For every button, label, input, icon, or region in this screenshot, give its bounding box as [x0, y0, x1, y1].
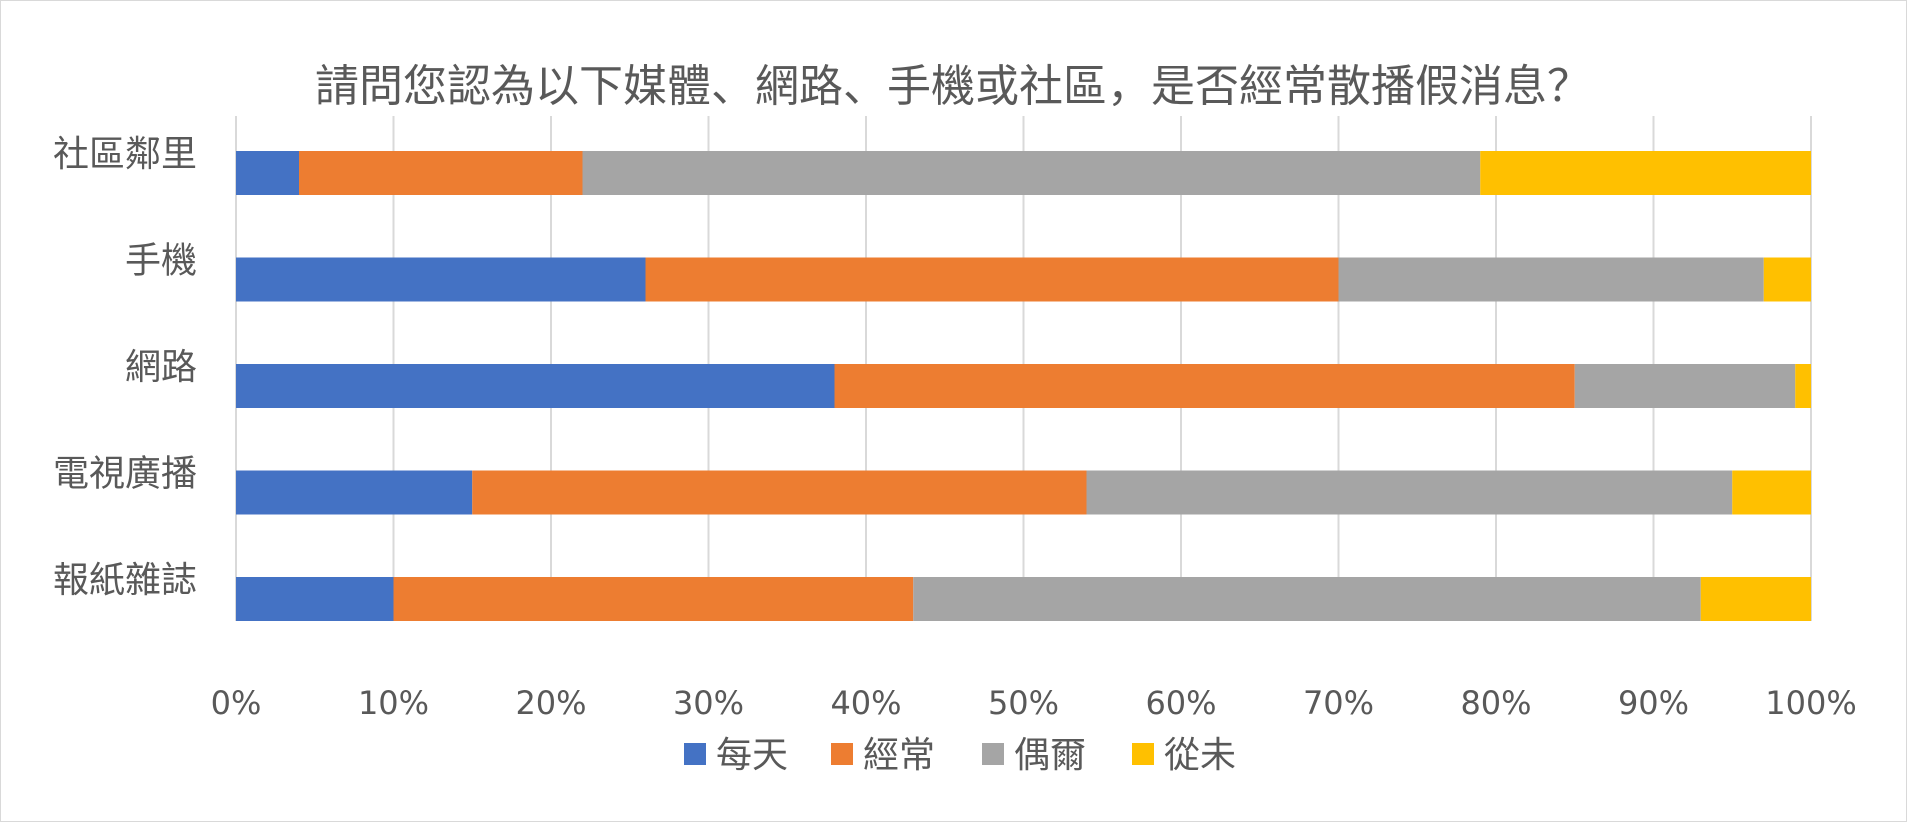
bar-segment	[1338, 257, 1764, 302]
x-tick-label: 10%	[358, 684, 429, 722]
category-label: 報紙雜誌	[53, 560, 197, 601]
x-tick-label: 30%	[673, 684, 744, 722]
x-tick-label: 0%	[211, 684, 262, 722]
bar-segment	[1732, 470, 1811, 515]
x-tick-label: 80%	[1460, 684, 1531, 722]
x-tick-label: 40%	[830, 684, 901, 722]
chart-title: 請問您認為以下媒體、網路、手機或社區，是否經常散播假消息？	[315, 61, 1591, 112]
category-label: 手機	[125, 241, 197, 282]
legend: 每天 經常 偶爾 從未	[684, 735, 1236, 776]
category-label: 網路	[125, 347, 197, 388]
x-tick-label: 50%	[988, 684, 1059, 722]
legend-label: 經常	[863, 735, 935, 776]
bar-segment	[1700, 577, 1811, 621]
bar-segment	[1763, 257, 1811, 302]
bar-segment	[236, 470, 473, 515]
bar-segment	[913, 577, 1701, 621]
bar-segment	[582, 151, 1481, 195]
bar-segment	[236, 364, 835, 408]
legend-swatch	[1132, 743, 1154, 765]
category-label: 社區鄰里	[53, 134, 197, 175]
bar-segment	[834, 364, 1575, 408]
category-label: 電視廣播	[53, 454, 197, 495]
bar-segment	[645, 257, 1339, 302]
legend-label: 從未	[1164, 735, 1236, 776]
bar-segment	[1086, 470, 1733, 515]
x-tick-label: 20%	[515, 684, 586, 722]
bar-segment	[1574, 364, 1796, 408]
x-axis-tick-labels: 0% 10% 20% 30% 40% 50% 60% 70% 80% 90% 100%	[211, 684, 1857, 722]
bar-segment	[236, 577, 394, 621]
bar-segment	[236, 151, 299, 195]
legend-label: 偶爾	[1014, 735, 1086, 776]
bar-segment	[393, 577, 914, 621]
bars	[236, 151, 1811, 621]
x-tick-label: 100%	[1765, 684, 1856, 722]
bar-segment	[236, 257, 646, 302]
x-tick-label: 70%	[1303, 684, 1374, 722]
bar-segment	[472, 470, 1087, 515]
legend-label: 每天	[716, 735, 788, 776]
legend-swatch	[831, 743, 853, 765]
x-tick-label: 90%	[1618, 684, 1689, 722]
legend-swatch	[684, 743, 706, 765]
bar-segment	[299, 151, 583, 195]
legend-swatch	[982, 743, 1004, 765]
bar-segment	[1480, 151, 1811, 195]
bar-segment	[1795, 364, 1811, 408]
x-tick-label: 60%	[1145, 684, 1216, 722]
